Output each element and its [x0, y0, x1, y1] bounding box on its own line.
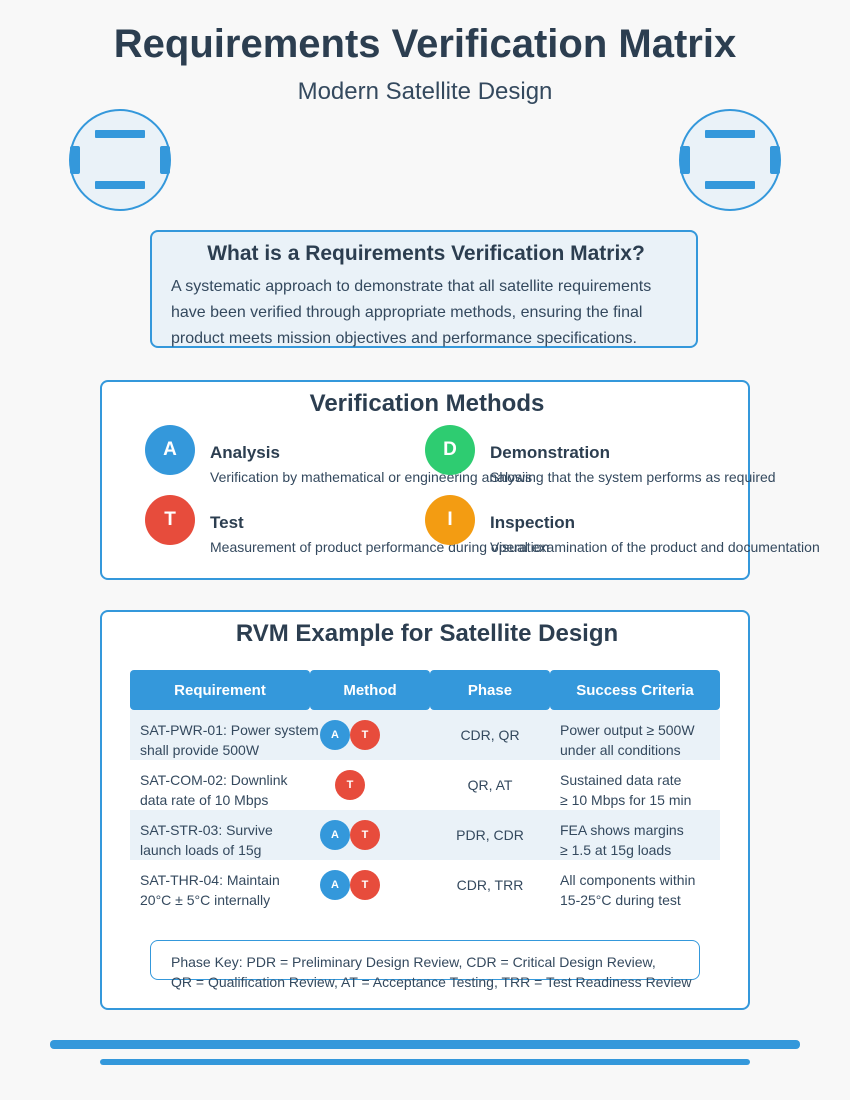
footer-bar: [50, 1040, 800, 1049]
test-badge-icon: T: [350, 820, 380, 850]
table-row: [130, 710, 720, 760]
test-circle-icon: T: [145, 495, 195, 545]
requirement-line: SAT-PWR-01: Power system: [140, 722, 319, 738]
table-row: [130, 810, 720, 860]
rvm-title: RVM Example for Satellite Design: [235, 620, 619, 647]
test-badge-icon: T: [335, 770, 365, 800]
analysis-badge-icon: A: [320, 720, 350, 750]
requirement-cell: SAT-COM-02: Downlink data rate of 10 Mbp…: [140, 770, 288, 810]
method-desc-test: Measurement of product performance durin…: [210, 539, 550, 555]
phase-key-line: QR = Qualification Review, AT = Acceptan…: [171, 974, 692, 990]
phase-key-text: Phase Key: PDR = Preliminary Design Revi…: [171, 952, 771, 992]
phase-cell: QR, AT: [467, 777, 513, 793]
definition-line: have been verified through appropriate m…: [171, 304, 643, 321]
satellite-icon-right: [679, 109, 781, 211]
method-desc-analysis: Verification by mathematical or engineer…: [210, 469, 533, 485]
test-badge-icon: T: [350, 870, 380, 900]
requirement-cell: SAT-THR-04: Maintain 20°C ± 5°C internal…: [140, 870, 280, 910]
test-badge-icon: T: [350, 720, 380, 750]
criteria-cell: Sustained data rate ≥ 10 Mbps for 15 min: [560, 770, 691, 810]
requirement-line: SAT-STR-03: Survive: [140, 822, 273, 838]
criteria-cell: FEA shows margins ≥ 1.5 at 15g loads: [560, 820, 684, 860]
inspection-circle-icon: I: [425, 495, 475, 545]
criteria-line: ≥ 1.5 at 15g loads: [560, 842, 672, 858]
definition-line: A systematic approach to demonstrate tha…: [171, 278, 652, 295]
footer-bar-secondary: [100, 1059, 750, 1065]
column-header-phase: Phase: [430, 670, 550, 710]
table-row: [130, 860, 720, 910]
criteria-line: FEA shows margins: [560, 822, 684, 838]
demonstration-circle-icon: D: [425, 425, 475, 475]
method-desc-inspection: Visual examination of the product and do…: [490, 539, 820, 555]
column-header-method: Method: [310, 670, 430, 710]
method-name-inspection: Inspection: [490, 513, 576, 532]
criteria-line: 15-25°C during test: [560, 892, 681, 908]
criteria-line: ≥ 10 Mbps for 15 min: [560, 792, 692, 808]
requirement-line: data rate of 10 Mbps: [140, 792, 269, 808]
criteria-cell: Power output ≥ 500W under all conditions: [560, 720, 695, 760]
requirement-line: SAT-COM-02: Downlink: [140, 772, 288, 788]
criteria-cell: All components within 15-25°C during tes…: [560, 870, 695, 910]
analysis-badge-icon: A: [320, 870, 350, 900]
verification-methods-panel: Verification Methods A Analysis Verifica…: [100, 380, 820, 580]
methods-title: Verification Methods: [309, 390, 545, 417]
method-name-analysis: Analysis: [210, 443, 280, 462]
criteria-line: All components within: [560, 872, 696, 888]
requirement-line: shall provide 500W: [140, 742, 260, 758]
column-header-requirement: Requirement: [130, 670, 310, 710]
analysis-badge-icon: A: [320, 820, 350, 850]
phase-cell: CDR, TRR: [456, 877, 524, 893]
page-subtitle: Modern Satellite Design: [297, 78, 553, 105]
page-title: Requirements Verification Matrix: [113, 22, 737, 66]
definition-title: What is a Requirements Verification Matr…: [207, 242, 645, 265]
requirement-line: launch loads of 15g: [140, 842, 262, 858]
table-row: [130, 760, 720, 810]
satellite-icon-left: [69, 109, 171, 211]
method-name-demonstration: Demonstration: [490, 443, 610, 462]
column-header-success-criteria: Success Criteria: [550, 670, 720, 710]
phase-cell: PDR, CDR: [456, 827, 524, 843]
phase-key-line: Phase Key: PDR = Preliminary Design Revi…: [171, 954, 656, 970]
definition-line: product meets mission objectives and per…: [171, 330, 637, 347]
criteria-line: Sustained data rate: [560, 772, 682, 788]
phase-cell: CDR, QR: [460, 727, 520, 743]
definition-text: A systematic approach to demonstrate tha…: [171, 274, 681, 352]
criteria-line: under all conditions: [560, 742, 681, 758]
definition-box: What is a Requirements Verification Matr…: [150, 230, 698, 348]
method-desc-demonstration: Showing that the system performs as requ…: [490, 469, 776, 485]
requirement-line: SAT-THR-04: Maintain: [140, 872, 280, 888]
requirement-cell: SAT-PWR-01: Power system shall provide 5…: [140, 720, 319, 760]
criteria-line: Power output ≥ 500W: [560, 722, 695, 738]
analysis-circle-icon: A: [145, 425, 195, 475]
method-name-test: Test: [210, 513, 244, 532]
requirement-line: 20°C ± 5°C internally: [140, 892, 271, 908]
phase-key-box: Phase Key: PDR = Preliminary Design Revi…: [150, 940, 700, 990]
requirement-cell: SAT-STR-03: Survive launch loads of 15g: [140, 820, 273, 860]
